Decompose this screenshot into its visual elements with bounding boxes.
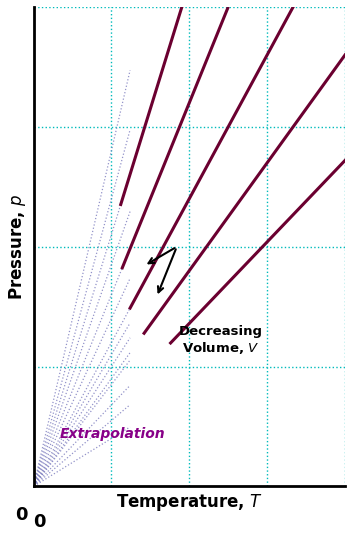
X-axis label: Temperature, $T$: Temperature, $T$ (116, 492, 263, 513)
Text: 0: 0 (15, 506, 27, 524)
Text: Extrapolation: Extrapolation (60, 428, 165, 442)
Text: 0: 0 (33, 513, 46, 531)
Text: Decreasing
Volume, $V$: Decreasing Volume, $V$ (178, 325, 263, 356)
Y-axis label: Pressure, $p$: Pressure, $p$ (7, 193, 28, 300)
